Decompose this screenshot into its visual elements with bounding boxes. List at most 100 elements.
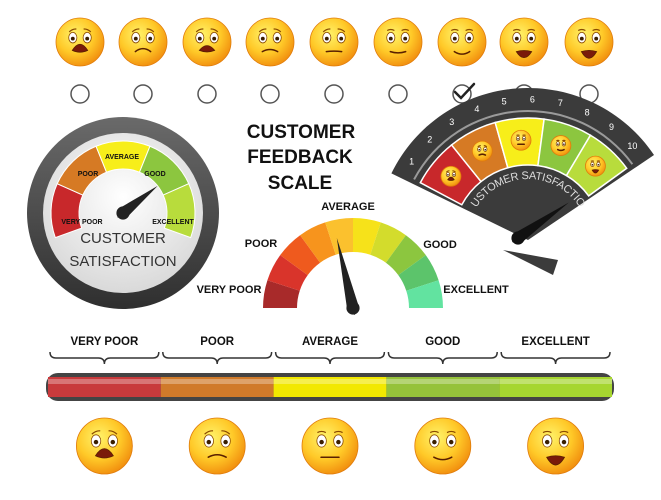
eyebrow — [108, 430, 118, 435]
eye-pupil — [448, 439, 454, 445]
emoji-face — [527, 417, 584, 475]
eye-pupil — [319, 439, 324, 445]
fan-number: 2 — [427, 135, 432, 145]
radio-button[interactable] — [133, 84, 153, 104]
eye-pupil — [275, 36, 280, 41]
gauge-band — [353, 218, 381, 255]
emoji-face — [440, 165, 462, 187]
eye-pupil — [93, 439, 99, 445]
face — [437, 17, 487, 67]
face — [527, 417, 584, 475]
face — [118, 17, 168, 67]
face — [471, 140, 493, 162]
eye-pupil — [514, 36, 519, 41]
needle-hub — [116, 206, 130, 220]
face — [188, 417, 246, 475]
emoji-face — [373, 17, 423, 67]
eyebrow — [450, 28, 459, 32]
eye-pupil — [579, 36, 584, 41]
mouth — [207, 454, 227, 458]
gauge-label: POOR — [78, 171, 99, 178]
gauge-band — [406, 280, 443, 308]
mouth — [94, 448, 114, 459]
eyebrow — [210, 28, 219, 33]
eyebrow — [577, 28, 586, 32]
fan-number: 10 — [627, 141, 637, 151]
radio-button[interactable] — [324, 84, 344, 104]
eye-pupil — [212, 36, 217, 41]
eyebrow — [195, 28, 204, 33]
emoji-face — [301, 417, 359, 475]
gauge-band — [162, 183, 196, 239]
scale-label: POOR — [200, 336, 235, 348]
scale-bar-shine — [386, 379, 500, 384]
eye-pupil — [452, 36, 457, 41]
eye-pupil — [336, 439, 341, 445]
eyebrow — [401, 28, 410, 32]
fan-number: 9 — [609, 122, 614, 132]
radio-button[interactable] — [260, 84, 280, 104]
scale-label: GOOD — [425, 336, 460, 348]
radio-button[interactable] — [197, 84, 217, 104]
radio-button[interactable] — [388, 84, 408, 104]
gauge-label: AVERAGE — [105, 154, 139, 161]
mouth — [198, 45, 216, 53]
fan-number: 1 — [409, 156, 414, 166]
mouth — [580, 49, 598, 59]
face — [309, 17, 359, 67]
emoji-face — [188, 417, 246, 475]
scale-bar-segment — [499, 377, 612, 397]
title-line: CUSTOMER — [247, 122, 356, 143]
eyebrow — [68, 28, 77, 33]
scale-bar-segment — [273, 377, 387, 397]
brace — [274, 351, 386, 365]
eye-pupil — [591, 163, 594, 166]
scale-label: EXCELLENT — [521, 336, 589, 348]
gauge-label: EXCELLENT — [443, 284, 509, 296]
gauge-label: EXCELLENT — [152, 219, 194, 226]
emoji-face — [414, 417, 472, 475]
eyebrow — [592, 28, 601, 32]
eye-pupil — [557, 143, 559, 145]
emoji-face — [76, 417, 133, 475]
needle — [336, 237, 359, 316]
radio-button[interactable] — [70, 84, 90, 104]
brace — [49, 351, 160, 365]
eye-pupil — [223, 439, 228, 445]
face — [245, 17, 295, 67]
fan-number: 7 — [558, 98, 563, 108]
eyebrow — [452, 170, 456, 173]
mouth — [389, 50, 407, 54]
brace — [500, 351, 611, 365]
eye-pupil — [206, 439, 212, 445]
mouth — [447, 176, 455, 181]
emoji-face — [564, 17, 614, 67]
fan-number: 5 — [502, 96, 507, 106]
face — [564, 17, 614, 67]
emoji-face — [245, 17, 295, 67]
eye-pupil — [484, 148, 487, 151]
eyebrow — [317, 430, 327, 434]
eyebrow — [477, 145, 481, 148]
checkmark — [453, 82, 476, 100]
scale-bar-segment — [160, 377, 274, 397]
eyebrow — [465, 28, 474, 32]
fan-number: 6 — [530, 94, 535, 104]
eyebrow — [204, 430, 214, 435]
eyebrow — [146, 28, 155, 33]
needle — [512, 202, 569, 243]
fan-number: 4 — [474, 104, 479, 114]
radio-button[interactable] — [452, 84, 472, 104]
scale-bar-segment — [48, 377, 161, 397]
mouth — [71, 43, 89, 53]
gauge-band — [385, 235, 426, 276]
eye-pupil — [85, 36, 90, 41]
eye-pupil — [260, 36, 265, 41]
eyebrow — [333, 430, 343, 434]
eye-pupil — [517, 138, 519, 140]
face — [55, 17, 105, 67]
gauge-label: VERY POOR — [61, 219, 102, 226]
scale-label: AVERAGE — [302, 336, 358, 348]
mouth — [591, 169, 600, 174]
scale-bar-segment — [386, 377, 500, 397]
